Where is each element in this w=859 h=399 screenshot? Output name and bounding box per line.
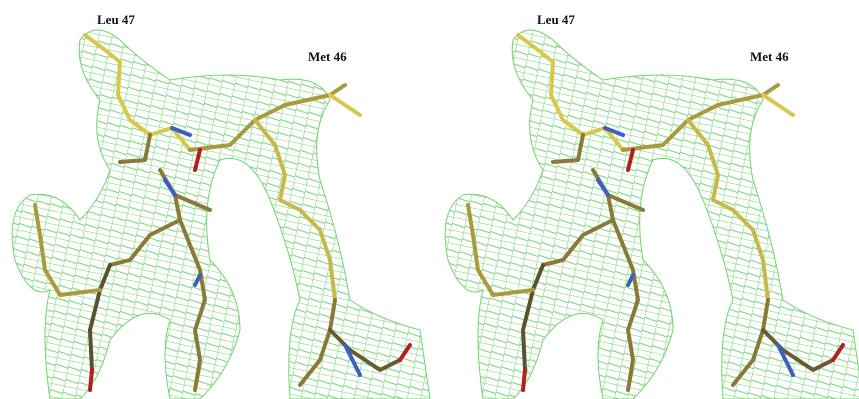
residue-label: Met 46: [308, 49, 347, 64]
residue-label: Leu 47: [537, 12, 575, 27]
density-map: [12, 30, 430, 399]
stereo-figure: Leu 47 Met 46 Leu 47 Met 46: [0, 0, 859, 399]
density-map: [445, 30, 859, 399]
right-view: Leu 47 Met 46: [445, 12, 859, 399]
residue-label: Leu 47: [97, 12, 135, 27]
left-view: Leu 47 Met 46: [12, 12, 430, 399]
residue-label: Met 46: [750, 49, 789, 64]
